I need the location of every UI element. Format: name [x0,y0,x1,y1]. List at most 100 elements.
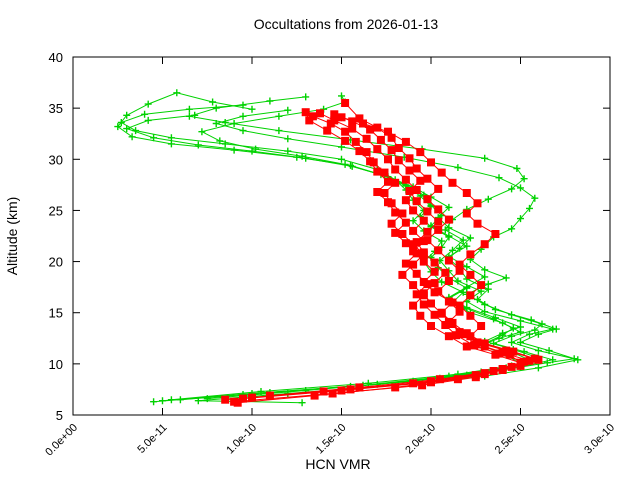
square-marker [384,127,392,136]
chart-title: Occultations from 2026-01-13 [254,16,439,32]
square-marker [509,347,518,356]
plus-marker [484,195,492,203]
plus-marker [508,338,516,346]
plus-marker [167,396,175,404]
square-marker [423,195,432,204]
square-marker [362,134,371,143]
plot-border [72,56,611,416]
square-marker [412,269,421,278]
square-marker [471,373,480,382]
plus-marker [212,104,220,112]
square-marker [401,239,410,248]
square-marker [423,227,432,236]
plus-marker [481,154,489,162]
plus-marker [445,203,453,211]
square-marker [462,189,471,197]
square-marker [423,207,432,216]
square-marker [466,270,475,279]
square-marker [384,155,392,164]
square-marker [418,381,427,390]
square-marker [423,280,432,289]
square-marker [409,206,418,215]
square-marker [305,116,314,125]
square-marker [448,178,457,187]
plus-marker [298,399,306,407]
y-tick-label: 35 [49,101,63,116]
series-red-profile-6 [233,108,529,407]
square-marker [455,266,464,275]
square-marker [401,196,410,205]
square-marker [419,257,428,266]
square-marker [419,237,428,246]
plus-marker [341,160,349,168]
square-marker [301,108,310,117]
plus-marker [508,225,516,233]
square-marker [489,367,498,375]
plus-marker [123,111,131,119]
square-marker [430,279,439,288]
square-marker [373,167,382,176]
plus-marker [302,154,310,162]
plus-marker [463,242,471,250]
square-marker [444,256,453,265]
square-marker [384,198,392,207]
square-marker [427,299,435,308]
square-marker [419,300,428,309]
square-marker [387,219,396,228]
plus-marker [257,388,265,395]
series-red-profile-5 [239,109,543,403]
square-marker [419,250,428,259]
square-marker [453,375,462,384]
plus-marker [275,127,283,135]
square-marker [391,165,400,174]
plus-marker [517,215,524,223]
square-marker [366,157,375,166]
square-marker [462,342,471,351]
square-marker [355,383,364,392]
plus-marker [445,224,453,232]
square-marker [437,168,446,177]
square-marker [434,184,443,193]
square-marker [362,148,371,157]
square-marker [387,146,396,155]
square-marker [462,329,471,338]
plus-marker [520,348,528,356]
square-marker [355,147,364,156]
square-marker [466,250,475,259]
square-marker [412,164,421,173]
square-marker [444,277,453,285]
square-marker [495,349,503,358]
y-tick-label: 40 [49,50,63,65]
plus-marker [441,226,449,234]
square-marker [416,311,425,320]
square-marker [477,281,486,290]
plus-marker [230,120,238,127]
square-marker [470,341,478,350]
plus-marker [499,329,507,337]
square-marker [520,357,529,366]
square-marker [444,215,453,224]
square-marker [430,267,439,276]
square-marker [491,230,500,238]
square-marker [462,209,471,218]
x-axis-label: HCN VMR [305,456,370,472]
square-marker [409,260,418,269]
plus-marker [517,338,524,346]
plus-marker [185,105,193,113]
plus-marker [445,232,453,240]
plus-marker [248,105,256,113]
plus-marker [194,397,202,405]
square-marker [391,228,400,237]
square-marker [394,156,403,165]
plus-marker [338,155,345,163]
square-marker [355,114,364,123]
square-marker [435,375,444,384]
plus-marker [517,184,524,192]
square-marker [441,268,450,277]
plus-marker [159,397,166,405]
square-marker [394,144,403,152]
square-marker [430,310,439,319]
plus-marker [517,323,524,331]
square-marker [430,258,439,267]
